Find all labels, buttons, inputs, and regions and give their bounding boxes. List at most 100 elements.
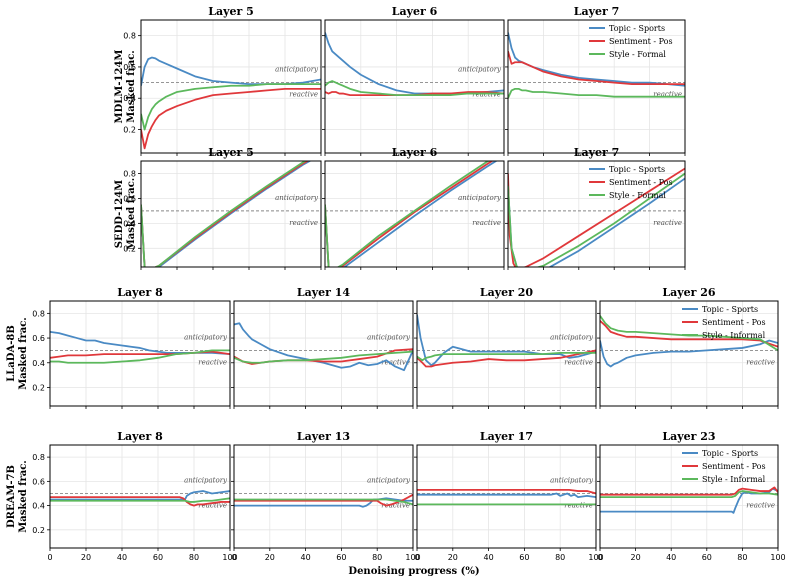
panel-title: Layer 17	[480, 430, 533, 443]
legend-entry: Sentiment - Pos	[702, 462, 766, 471]
panel-frame	[507, 160, 686, 268]
annotation-anticipatory: anticipatory	[458, 194, 502, 202]
annotation-anticipatory: anticipatory	[550, 476, 594, 484]
chart-row: LLaDA-8B Masked frac. anticipatoryreactive…	[6, 286, 779, 409]
annotation-reactive: reactive	[381, 358, 410, 366]
x-tick-label: 60	[153, 553, 163, 562]
annotation-reactive: reactive	[653, 91, 682, 99]
x-tick-label: 100	[222, 553, 237, 562]
row-label-metric: Masked frac.	[18, 317, 29, 390]
chart-row: SEDD-124M Masked frac. anticipatoryreactiv…	[114, 146, 686, 270]
y-tick-label: 0.6	[123, 194, 136, 203]
series-line-style-informal	[417, 351, 596, 362]
x-tick-label: 20	[265, 553, 275, 562]
x-tick-label: 100	[588, 553, 603, 562]
legend-entry: Topic - Sports	[702, 305, 758, 314]
chart-panel: anticipatory reactive Layer 5 0.2 0.4 0.6 0.8	[123, 5, 322, 156]
x-tick-label: 0	[47, 553, 52, 562]
annotation-reactive: reactive	[198, 501, 227, 509]
y-tick-label: 0.4	[123, 219, 136, 228]
x-tick-label: 0	[231, 553, 236, 562]
chart-panel: anticipatory reactive Layer 5 0.2 0.4 0.6 0.8	[123, 146, 322, 270]
panel-frame	[599, 444, 779, 549]
y-tick-label: 0.4	[32, 359, 45, 368]
annotation-reactive: reactive	[472, 219, 501, 227]
panel-frame	[507, 19, 686, 154]
legend-entry: Sentiment - Pos	[702, 318, 766, 327]
series-line-sentiment-pos	[600, 320, 778, 348]
chart-panel: reactive Layer 7 Topic - Sports Sentiment -…	[505, 5, 686, 156]
panel-frame	[599, 300, 779, 407]
x-tick-label: 100	[405, 553, 420, 562]
series-line-sentiment-pos	[50, 496, 230, 507]
x-tick-label: 20	[631, 553, 641, 562]
panel-title: Layer 5	[208, 5, 254, 18]
y-tick-label: 0.6	[32, 477, 45, 486]
legend-entry: Style - Informal	[702, 331, 766, 340]
annotation-anticipatory: anticipatory	[275, 194, 319, 202]
series-line-sentiment-pos	[417, 488, 596, 495]
y-tick-label: 0.2	[32, 383, 45, 392]
series-line-style-formal	[325, 80, 504, 97]
series-line-topic-sports	[234, 322, 413, 372]
annotation-reactive: reactive	[746, 358, 775, 366]
y-tick-label: 0.8	[123, 32, 136, 41]
panel-frame	[49, 300, 231, 407]
legend-entry: Topic - Sports	[609, 165, 665, 174]
legend-entry: Sentiment - Pos	[609, 178, 673, 187]
annotation-anticipatory: anticipatory	[367, 476, 411, 484]
panel-frame	[416, 444, 597, 549]
chart-panel: reactive Layer 7 Topic - Sports Sentiment -…	[505, 146, 686, 270]
y-tick-label: 0.4	[32, 502, 45, 511]
panel-frame	[140, 160, 322, 268]
panel-frame	[416, 300, 597, 407]
annotation-reactive: reactive	[381, 501, 410, 509]
chart-panel: anticipatory reactive Layer 13 0 20 40 60 80 100	[231, 430, 421, 562]
series-line-style-formal	[141, 83, 321, 131]
chart-row: DREAM-7B Masked frac. anticipatoryreactive…	[6, 430, 786, 562]
panel-frame	[233, 300, 414, 407]
legend-entry: Style - Formal	[609, 50, 666, 59]
y-tick-label: 0.6	[123, 63, 136, 72]
y-tick-label: 0.8	[32, 309, 45, 318]
chart-panel: anticipatory reactive Layer 17 0 20 40 60 80 100	[414, 430, 604, 562]
chart-panel: reactive Layer 23 0 20 40 60 80 100 Topic - Spor…	[597, 430, 786, 562]
panel-title: Layer 6	[392, 5, 438, 18]
panel-title: Layer 26	[662, 286, 716, 299]
series-line-sentiment-pos	[417, 349, 596, 368]
series-line-topic-sports	[325, 32, 504, 95]
series-line-style-formal	[508, 87, 685, 99]
panel-title: Layer 6	[392, 146, 438, 159]
chart-row: MDLM-124M Masked frac. anticipatoryreactiv…	[114, 5, 686, 156]
x-tick-label: 40	[484, 553, 494, 562]
annotation-reactive: reactive	[472, 91, 501, 99]
annotation-anticipatory: anticipatory	[184, 476, 228, 484]
x-tick-label: 40	[117, 553, 127, 562]
row-label-model: LLaDA-8B	[6, 325, 17, 382]
series-line-sentiment-pos	[600, 486, 778, 496]
series-line-topic-sports	[600, 339, 778, 368]
annotation-reactive: reactive	[564, 501, 593, 509]
x-tick-label: 20	[448, 553, 458, 562]
series-line-topic-sports	[417, 314, 596, 367]
panel-title: Layer 7	[574, 5, 620, 18]
panel-frame	[140, 19, 322, 154]
annotation-reactive: reactive	[564, 358, 593, 366]
panel-title: Layer 20	[480, 286, 534, 299]
legend-entry: Sentiment - Pos	[609, 37, 673, 46]
series-line-topic-sports	[50, 490, 230, 501]
row-label-model: MDLM-124M	[114, 50, 125, 124]
y-tick-label: 0.8	[32, 453, 45, 462]
legend: Topic - Sports Sentiment - Pos Style - For…	[589, 24, 673, 59]
x-tick-label: 80	[555, 553, 565, 562]
row-label-model: SEDD-124M	[114, 180, 125, 248]
y-tick-label: 0.4	[123, 94, 136, 103]
series-line-style-informal	[50, 349, 230, 364]
annotation-anticipatory: anticipatory	[275, 66, 319, 74]
x-tick-label: 80	[737, 553, 747, 562]
legend-entry: Topic - Sports	[609, 24, 665, 33]
legend: Topic - Sports Sentiment - Pos Style - Inf…	[682, 305, 766, 340]
series-line-style-informal	[234, 498, 413, 506]
legend-entry: Style - Formal	[609, 191, 666, 200]
x-axis-label: Denoising progress (%)	[348, 566, 479, 577]
